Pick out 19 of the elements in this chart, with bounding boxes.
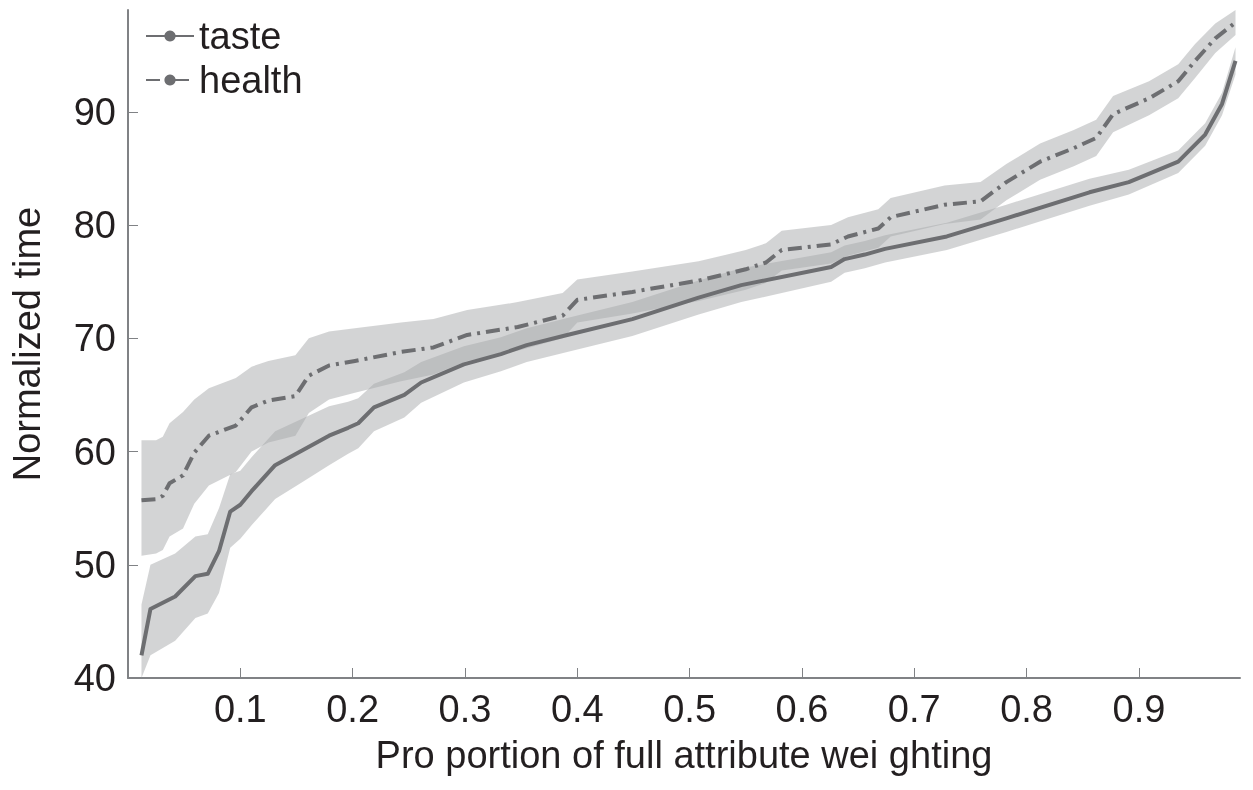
x-tick-label: 0.2 bbox=[326, 688, 380, 730]
y-axis-title: Normalized time bbox=[6, 206, 48, 482]
x-tick-label: 0.5 bbox=[663, 688, 717, 730]
y-tick-label: 40 bbox=[73, 657, 116, 699]
legend-label: taste bbox=[199, 15, 282, 57]
legend-label: health bbox=[199, 59, 303, 101]
x-tick-label: 0.6 bbox=[775, 688, 829, 730]
x-tick-label: 0.1 bbox=[213, 688, 267, 730]
y-tick-label: 90 bbox=[73, 90, 116, 133]
y-tick-label: 80 bbox=[73, 204, 116, 247]
x-tick-label: 0.3 bbox=[438, 688, 492, 730]
y-tick-label: 70 bbox=[73, 317, 116, 360]
x-tick-label: 0.8 bbox=[1000, 688, 1053, 730]
y-tick-label: 60 bbox=[73, 430, 116, 473]
x-tick-label: 0.9 bbox=[1112, 688, 1166, 730]
x-axis-title: Pro portion of full attribute wei ghting bbox=[375, 734, 993, 776]
y-tick-label: 50 bbox=[73, 543, 116, 586]
x-tick-label: 0.4 bbox=[550, 688, 604, 730]
x-tick-label: 0.7 bbox=[887, 688, 941, 730]
